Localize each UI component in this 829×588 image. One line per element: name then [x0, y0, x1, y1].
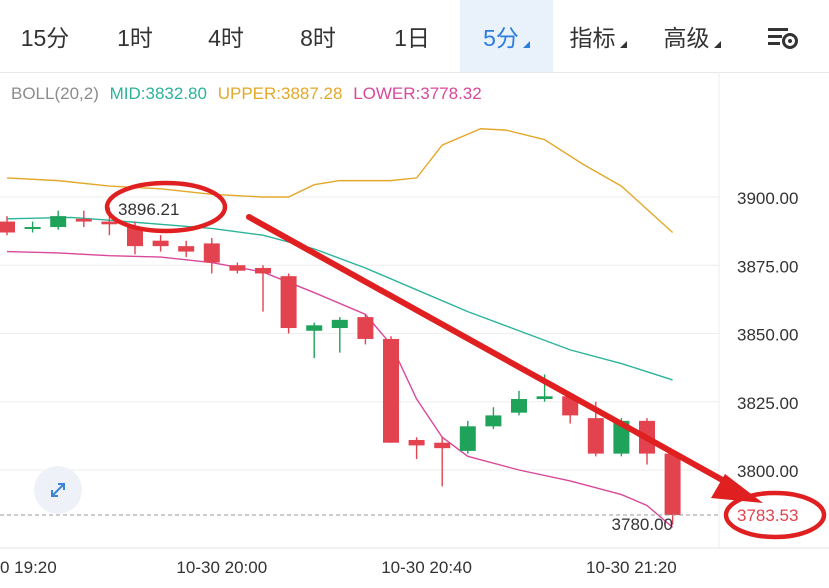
tab-6[interactable]: 5分 — [460, 0, 553, 72]
dropdown-caret-icon — [619, 41, 627, 48]
candle — [434, 437, 451, 487]
candle-body — [511, 399, 527, 413]
boll-legend-upper: UPPER:3887.28 — [217, 84, 343, 103]
dropdown-caret-icon — [522, 41, 530, 48]
boll-legend: BOLL(20,2) MID:3832.80 UPPER:3887.28 LOW… — [11, 84, 488, 104]
tab-4[interactable]: 8时 — [272, 0, 364, 72]
candle — [459, 420, 476, 454]
candle — [50, 210, 67, 230]
candle-body — [485, 415, 502, 427]
candle-body — [229, 265, 246, 271]
boll-mid-line — [6, 216, 673, 381]
timeframe-tab-bar: 15分 1时 4时 8时 1日 5分 指标 高级 — [0, 0, 829, 73]
candle-body — [255, 267, 271, 274]
y-tick-label: 3800.00 — [737, 462, 798, 481]
min-price-label: 3780.00 — [612, 515, 673, 534]
boll-upper-line — [6, 128, 674, 234]
max-price-annotation-circle — [104, 180, 228, 234]
trend-arrow-shaft — [246, 214, 738, 490]
current-price-annotation-circle — [723, 490, 827, 540]
trend-arrow-head — [711, 474, 763, 503]
max-price-label: 3896.21 — [118, 200, 179, 219]
candle-body — [50, 216, 67, 228]
y-tick-label: 3850.00 — [737, 326, 798, 345]
dropdown-caret-icon — [713, 41, 721, 48]
chart-settings-button[interactable] — [762, 20, 802, 54]
candle-body — [664, 453, 681, 515]
candle — [280, 273, 297, 334]
candle-body — [357, 317, 374, 339]
x-tick-label: 10-30 20:40 — [381, 558, 472, 577]
candle-body — [408, 439, 425, 446]
candle-body — [536, 396, 553, 400]
tab-label: 指标 — [569, 25, 616, 51]
tab-label: 4时 — [208, 25, 244, 51]
candle — [203, 237, 220, 274]
tab-label: 1日 — [394, 25, 430, 51]
tab-5[interactable]: 1日 — [364, 0, 460, 72]
candle-body — [306, 325, 323, 331]
tab-2[interactable]: 1时 — [90, 0, 180, 72]
current-price-label: 3783.53 — [737, 506, 798, 525]
candle — [331, 317, 348, 353]
candle-body — [152, 240, 169, 247]
candle-body — [101, 221, 118, 225]
x-tick-label: 10-30 21:20 — [586, 558, 677, 577]
candle — [664, 450, 681, 525]
candle-body — [203, 243, 220, 263]
candle — [485, 407, 502, 430]
expand-chart-button[interactable] — [34, 466, 82, 514]
tab-1[interactable]: 15分 — [0, 0, 90, 72]
expand-diagonal-icon — [51, 483, 65, 497]
y-tick-label: 3875.00 — [737, 257, 798, 276]
candle — [178, 240, 195, 258]
candle-body — [280, 276, 297, 329]
candle-body — [587, 418, 604, 454]
chart-settings-gear-icon — [768, 28, 798, 49]
tab-label: 高级 — [663, 25, 710, 51]
candle-body — [459, 426, 476, 451]
candle — [306, 322, 323, 359]
candle-body — [383, 338, 399, 443]
candle — [408, 437, 425, 460]
tab-8[interactable]: 高级 — [643, 0, 741, 72]
boll-legend-name: BOLL(20,2) — [11, 84, 99, 103]
tab-label: 1时 — [117, 25, 153, 51]
candle — [24, 221, 41, 233]
candle-body — [127, 227, 143, 247]
candle — [152, 235, 169, 252]
tab-label: 5分 — [483, 25, 519, 51]
candle — [255, 265, 271, 312]
y-tick-label: 3825.00 — [737, 394, 798, 413]
boll-legend-lower: LOWER:3778.32 — [353, 84, 482, 103]
candle-body — [0, 221, 15, 233]
tab-7[interactable]: 指标 — [553, 0, 643, 72]
y-tick-label: 3900.00 — [737, 189, 798, 208]
candle — [75, 210, 92, 228]
candle-body — [24, 227, 41, 230]
tab-3[interactable]: 4时 — [180, 0, 272, 72]
candle — [0, 216, 15, 236]
x-tick-label: 10-30 20:00 — [176, 558, 267, 577]
candle-body — [75, 218, 92, 222]
plot-area — [0, 128, 681, 528]
x-tick-label: 0 19:20 — [0, 558, 57, 577]
tab-label: 8时 — [300, 25, 336, 51]
candle — [229, 262, 246, 274]
candle — [357, 314, 374, 345]
boll-legend-mid: MID:3832.80 — [109, 84, 207, 103]
tab-label: 15分 — [20, 25, 70, 51]
candle — [511, 390, 527, 416]
candle-body — [178, 246, 195, 252]
candle — [383, 336, 399, 443]
boll-lower-line — [6, 250, 674, 528]
candle-body — [434, 442, 451, 449]
candle-body — [331, 319, 348, 329]
